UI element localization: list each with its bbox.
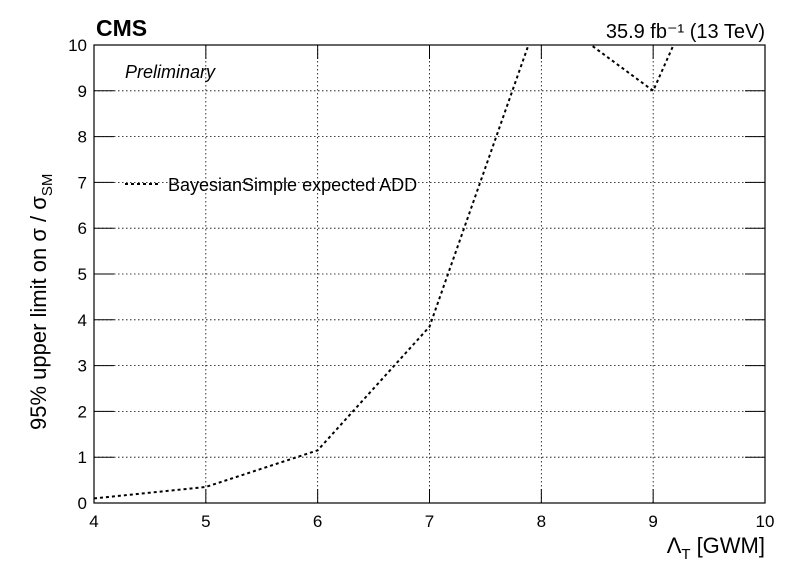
y-label-sub: SM bbox=[39, 174, 56, 197]
y-tick-label: 9 bbox=[78, 82, 87, 101]
x-axis-label: ΛT [GWM] bbox=[667, 533, 765, 563]
y-tick-label: 2 bbox=[78, 402, 87, 421]
y-tick-label: 6 bbox=[78, 219, 87, 238]
x-label-unit: [GWM] bbox=[697, 533, 765, 558]
x-tick-label: 8 bbox=[537, 512, 546, 531]
y-label-main: 95% upper limit on σ / σ bbox=[26, 196, 51, 430]
x-tick-label: 5 bbox=[201, 512, 210, 531]
y-tick-label: 8 bbox=[78, 128, 87, 147]
x-tick-label: 10 bbox=[756, 512, 775, 531]
x-tick-label: 6 bbox=[313, 512, 322, 531]
x-tick-label: 9 bbox=[648, 512, 657, 531]
lumi-label: 35.9 fb⁻¹ (13 TeV) bbox=[606, 21, 765, 43]
y-tick-label: 3 bbox=[78, 357, 87, 376]
legend-label: BayesianSimple expected ADD bbox=[168, 175, 417, 195]
x-tick-label: 4 bbox=[89, 512, 98, 531]
status-label: Preliminary bbox=[125, 62, 216, 82]
y-tick-label: 7 bbox=[78, 173, 87, 192]
y-tick-label: 4 bbox=[78, 311, 87, 330]
x-label-main: Λ bbox=[667, 533, 682, 558]
y-axis-label: 95% upper limit on σ / σSM bbox=[26, 174, 56, 430]
experiment-label: CMS bbox=[96, 15, 147, 41]
x-label-sub: T bbox=[681, 546, 690, 563]
x-tick-label: 7 bbox=[425, 512, 434, 531]
y-tick-label: 10 bbox=[68, 36, 87, 55]
y-tick-label: 1 bbox=[78, 448, 87, 467]
y-tick-label: 5 bbox=[78, 265, 87, 284]
y-tick-label: 0 bbox=[78, 494, 87, 513]
data-line bbox=[94, 45, 675, 500]
